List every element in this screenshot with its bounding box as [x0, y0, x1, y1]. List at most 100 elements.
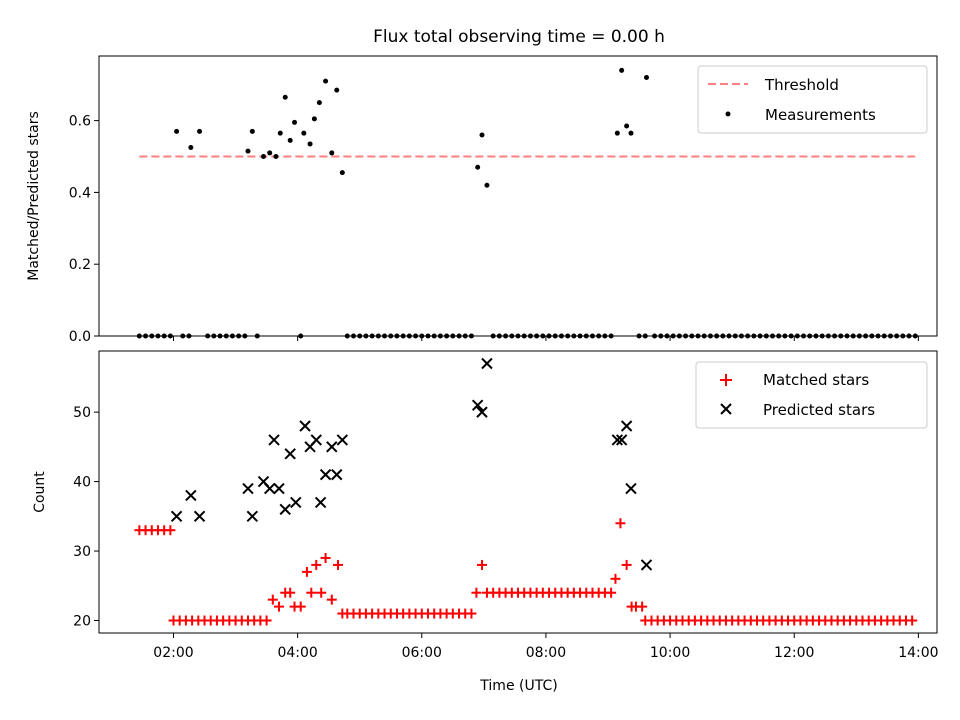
matched-star-point: [471, 587, 482, 598]
legend-threshold-label: Threshold: [764, 76, 839, 94]
matched-star-point: [285, 587, 296, 598]
figure-title: Flux total observing time = 0.00 h: [373, 27, 665, 47]
xtick-label: 12:00: [774, 645, 814, 661]
measurement-point: [334, 87, 340, 93]
top-panel: Matched/Predicted stars 0.0 0.2 0.4 0.6 Thr…: [26, 55, 938, 345]
predicted-star-point: [611, 434, 624, 446]
predicted-star-point: [193, 510, 206, 523]
top-y-ticks: 0.0 0.2 0.4 0.6: [69, 114, 99, 345]
predicted-star-point: [246, 510, 259, 523]
bottom-ytick-label: 50: [73, 405, 91, 421]
predicted-star-point: [314, 496, 327, 509]
predicted-star-point: [290, 496, 302, 509]
top-ylabel: Matched/Predicted stars: [26, 111, 42, 281]
matched-star-point: [261, 615, 272, 626]
matched-star-point: [165, 525, 176, 536]
predicted-star-point: [640, 559, 653, 571]
legend-matched-label: Matched stars: [763, 371, 869, 389]
matched-star-point: [326, 594, 337, 605]
predicted-star-point: [279, 503, 291, 516]
predicted-star-point: [273, 482, 285, 495]
bottom-legend: Matched stars Predicted stars: [695, 361, 928, 429]
measurement-point: [249, 128, 255, 134]
matched-star-point: [621, 559, 632, 570]
predicted-star-point: [476, 406, 488, 418]
legend-measurements-label: Measurements: [765, 106, 876, 124]
top-legend-box: [697, 65, 928, 134]
bottom-ytick-label: 30: [73, 544, 91, 560]
measurement-point: [282, 94, 288, 100]
measurement-point: [267, 150, 273, 156]
predicted-star-point: [319, 468, 332, 481]
xtick-label: 02:00: [153, 645, 193, 661]
predicted-star-point: [310, 434, 322, 446]
measurement-point: [277, 130, 283, 136]
measurement-point: [339, 170, 345, 176]
bottom-ytick-label: 20: [73, 613, 91, 629]
bottom-panel: Count 20 30 40 50 02:00 04:00 06:00 08:00 10:00…: [32, 350, 939, 694]
matched-star-point: [481, 587, 492, 598]
matched-star-point: [466, 608, 477, 619]
legend-measurements-swatch: [725, 111, 731, 117]
top-ytick-label: 0.4: [69, 185, 91, 201]
measurement-point: [287, 137, 293, 143]
measurement-point: [329, 150, 335, 156]
xtick-label: 06:00: [402, 645, 442, 661]
legend-matched-swatch: [720, 374, 732, 386]
predicted-star-point: [284, 448, 296, 460]
matched-star-point: [306, 587, 317, 598]
bottom-x-ticks: 02:00 04:00 06:00 08:00 10:00 12:00 14:00: [153, 633, 939, 661]
matched-star-point: [610, 573, 621, 584]
legend-predicted-swatch: [720, 403, 732, 415]
bottom-ylabel: Count: [32, 471, 48, 513]
measurement-point: [628, 130, 634, 136]
matched-star-point: [606, 587, 617, 598]
matched-star-point: [267, 594, 278, 605]
matched-star-point: [637, 601, 648, 612]
measurement-point: [316, 100, 322, 106]
top-ytick-label: 0.0: [69, 329, 91, 345]
measurement-point: [273, 154, 279, 160]
bottom-plot-area: [134, 357, 918, 626]
predicted-star-point: [263, 482, 276, 495]
measurement-point: [197, 128, 203, 134]
xtick-label: 04:00: [277, 645, 317, 661]
measurement-point: [323, 78, 329, 84]
matched-star-point: [337, 608, 348, 619]
bottom-ytick-label: 40: [73, 475, 91, 491]
measurement-point: [619, 67, 625, 73]
predicted-star-point: [615, 434, 628, 446]
matched-star-point: [311, 559, 322, 570]
matched-star-point: [316, 587, 327, 598]
bottom-xlabel: Time (UTC): [479, 678, 557, 694]
matched-star-point: [907, 615, 918, 626]
predicted-star-point: [242, 482, 254, 495]
matched-star-point: [301, 566, 312, 577]
measurement-point: [479, 132, 485, 138]
measurement-point: [643, 75, 649, 81]
measurement-point: [311, 116, 317, 122]
predicted-star-point: [185, 489, 197, 502]
measurement-point: [260, 154, 266, 160]
measurement-point: [301, 130, 307, 136]
predicted-star-point: [471, 399, 484, 411]
measurement-point: [174, 128, 180, 134]
top-ytick-label: 0.2: [69, 257, 91, 273]
measurement-point: [307, 141, 313, 147]
predicted-star-point: [620, 420, 633, 432]
matched-star-point: [332, 559, 343, 570]
bottom-legend-box: [695, 361, 928, 429]
top-legend: Threshold Measurements: [697, 65, 928, 134]
xtick-label: 14:00: [898, 645, 938, 661]
predicted-star-point: [170, 510, 183, 523]
predicted-star-point: [336, 434, 349, 446]
predicted-star-point: [326, 441, 338, 453]
measurement-point: [292, 119, 298, 125]
measurement-point: [624, 123, 630, 129]
legend-predicted-label: Predicted stars: [763, 401, 875, 419]
matched-star-point: [274, 601, 285, 612]
top-ytick-label: 0.6: [69, 114, 91, 130]
matched-star-point: [476, 559, 487, 570]
matched-star-point: [320, 552, 331, 563]
predicted-star-point: [299, 420, 311, 432]
